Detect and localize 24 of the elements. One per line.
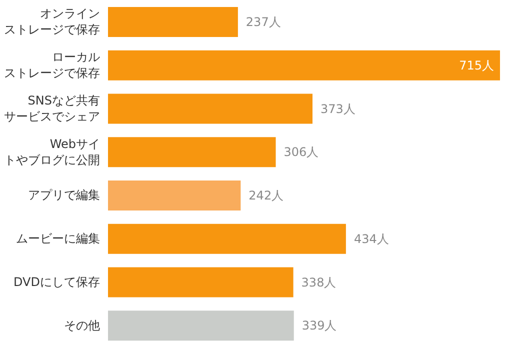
bar	[108, 137, 276, 168]
data-label: 237人	[246, 15, 281, 29]
bar	[108, 310, 294, 341]
y-tick-label: ローカルストレージで保存	[4, 50, 100, 80]
bar	[108, 267, 294, 298]
bar	[108, 224, 346, 254]
y-tick-label: DVDにして保存	[14, 274, 100, 289]
bar	[108, 94, 312, 124]
data-label: 434人	[354, 232, 389, 246]
y-tick-label: ムービーに編集	[16, 232, 100, 246]
bar	[108, 7, 238, 37]
y-tick-label: Webサイトやブログに公開	[4, 136, 100, 167]
y-tick-label: その他	[64, 318, 100, 332]
data-label: 306人	[284, 145, 319, 160]
data-label: 373人	[320, 102, 356, 116]
bar	[108, 50, 500, 80]
data-label: 339人	[302, 318, 337, 333]
y-tick-label: オンラインストレージで保存	[4, 6, 100, 37]
data-label: 715人	[459, 58, 494, 72]
bar	[108, 180, 241, 210]
data-label: 242人	[248, 188, 284, 202]
y-tick-label: アプリで編集	[28, 188, 100, 202]
data-label: 338人	[301, 275, 336, 290]
y-tick-label: SNSなど共有サービスでシェア	[4, 93, 100, 124]
